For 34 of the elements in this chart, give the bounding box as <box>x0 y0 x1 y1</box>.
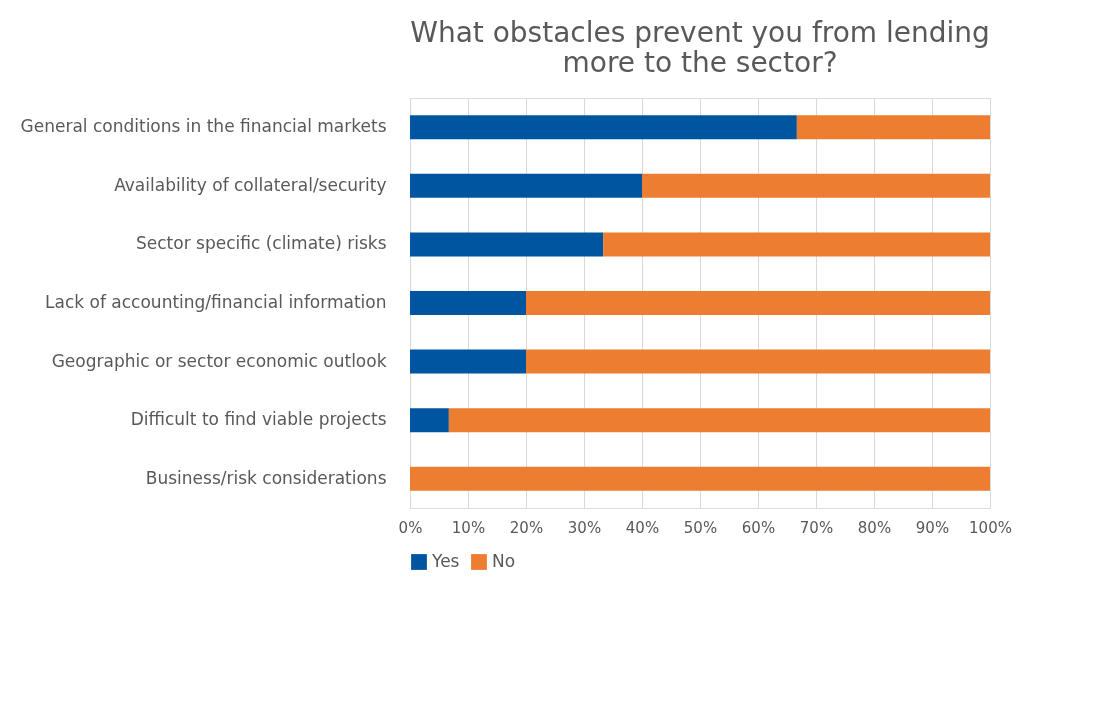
y-tick-label: Business/risk considerations <box>145 467 387 488</box>
x-tick-label: 30% <box>567 518 602 537</box>
x-tick-label: 10% <box>451 518 486 537</box>
bar <box>796 115 990 140</box>
legend-label: Yes <box>431 551 460 571</box>
x-tick-label: 50% <box>683 518 718 537</box>
y-tick-label: Availability of collateral/security <box>114 174 387 195</box>
y-tick-label: General conditions in the financial markets <box>20 116 387 137</box>
bar <box>448 408 990 433</box>
x-tick-label: 80% <box>857 518 892 537</box>
bar <box>410 173 642 198</box>
y-tick-label: Lack of accounting/financial information <box>45 292 387 312</box>
chart-title: What obstacles prevent you from lending more to the sector? <box>410 16 990 79</box>
bar <box>526 349 990 374</box>
bar <box>410 291 526 315</box>
x-tick-label: 40% <box>625 518 660 537</box>
x-tick-label: 0% <box>398 518 423 537</box>
legend-label: No <box>492 551 516 571</box>
bar <box>603 232 990 257</box>
x-tick-label: 100% <box>969 518 1012 537</box>
x-tick-label: 20% <box>509 518 544 537</box>
bar <box>410 408 449 433</box>
bar <box>410 349 526 374</box>
x-tick-label: 60% <box>741 518 776 537</box>
y-tick-label: Sector specific (climate) risks <box>135 233 387 254</box>
y-tick-label: Geographic or sector economic outlook <box>51 350 387 371</box>
bar <box>642 173 990 198</box>
bar <box>410 232 604 257</box>
bar <box>526 291 990 315</box>
x-tick-label: 70% <box>799 518 834 537</box>
x-tick-label: 90% <box>915 518 950 537</box>
bar <box>410 115 797 140</box>
bar <box>410 466 990 491</box>
y-tick-label: Difficult to find viable projects <box>130 409 387 430</box>
